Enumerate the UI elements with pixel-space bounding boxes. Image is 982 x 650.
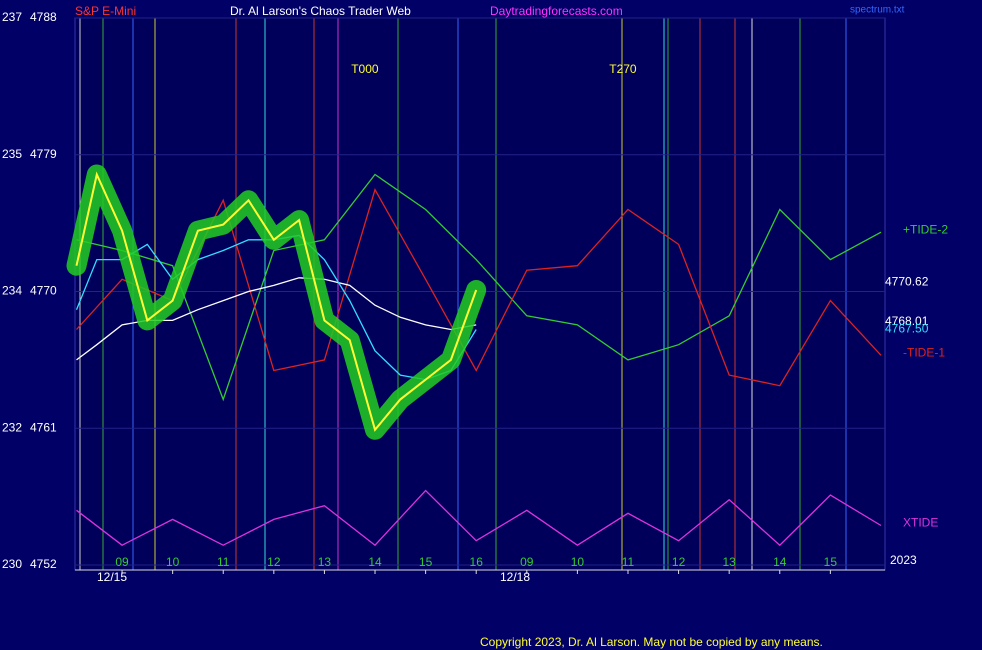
x-tick-label: 13 [318,555,332,569]
x-tick-label: 09 [115,555,129,569]
x-tick-label: 10 [571,555,585,569]
price-label: 4770.62 [885,274,929,288]
date-label: 2023 [890,553,917,567]
copyright: Copyright 2023, Dr. Al Larson. May not b… [480,635,823,649]
site: Daytradingforecasts.com [490,4,623,18]
x-tick-label: 10 [166,555,180,569]
x-tick-label: 15 [824,555,838,569]
x-tick-label: 12 [672,555,686,569]
x-tick-label: 09 [520,555,534,569]
y-tick-label: 4761 [30,420,57,434]
x-tick-label: 11 [622,555,635,569]
x-tick-label: 14 [773,555,787,569]
legend-entry: +TIDE-2 [903,222,948,236]
instrument: S&P E-Mini [75,4,136,18]
date-label: 12/15 [97,570,127,584]
x-tick-label: 16 [470,555,484,569]
series-line [76,173,882,402]
x-tick-label: 11 [217,555,230,569]
y-tick-label: 4770 [30,284,57,298]
y2-tick-label: 232 [2,420,22,434]
price-label: 4767.50 [885,322,929,336]
y2-tick-label: 230 [2,557,22,571]
x-tick-label: 15 [419,555,433,569]
y2-tick-label: 234 [2,284,22,298]
legend-entry: XTIDE [903,516,938,530]
x-tick-label: 14 [368,555,382,569]
time-marker-label: T000 [351,62,379,76]
x-tick-label: 12 [267,555,281,569]
x-tick-label: 13 [722,555,736,569]
price-label: 4768.01 [885,314,929,328]
series-line [76,489,882,547]
date-label: 12/18 [500,570,530,584]
series-line [75,171,478,432]
legend-entry: -TIDE-1 [903,345,945,359]
chart-title: Dr. Al Larson's Chaos Trader Web [230,4,411,18]
source-file: spectrum.txt [850,5,905,16]
y-tick-label: 4779 [30,147,57,161]
time-marker-label: T270 [609,62,637,76]
y2-tick-label: 235 [2,147,22,161]
y-tick-label: 4788 [30,10,57,24]
y2-tick-label: 237 [2,10,22,24]
y-tick-label: 4752 [30,557,57,571]
